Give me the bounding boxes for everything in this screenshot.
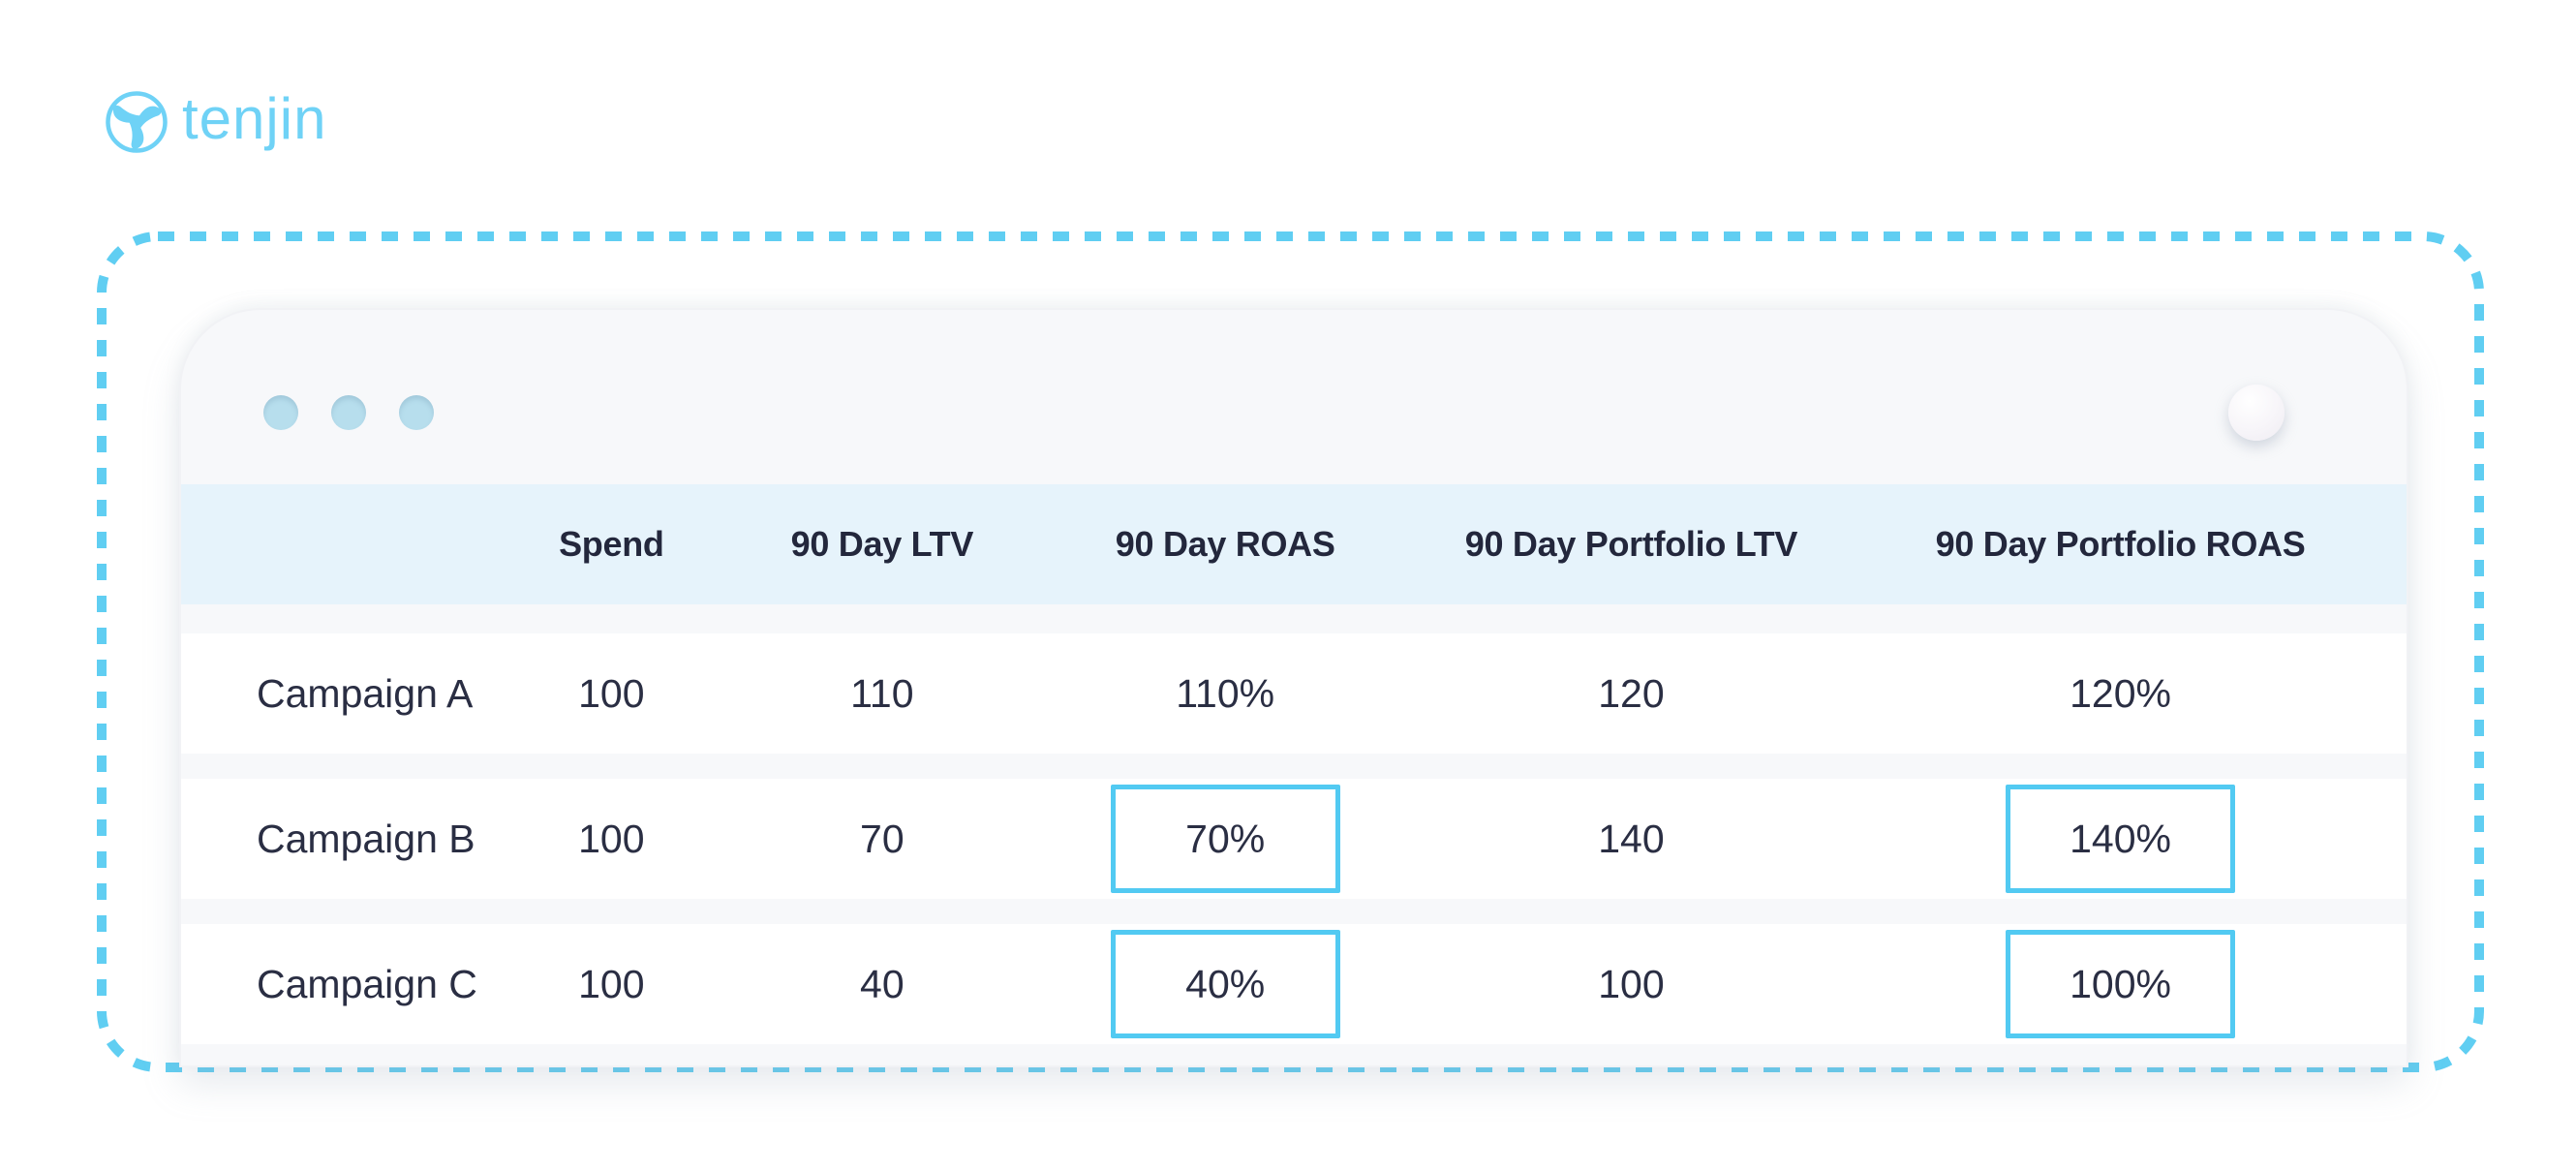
cell-roas-value: 70% — [1185, 816, 1266, 861]
header-portfolio-ltv: 90 Day Portfolio LTV — [1464, 524, 1798, 564]
cell-roas-value: 40% — [1185, 961, 1266, 1006]
highlight-box: 70% — [1110, 785, 1340, 893]
cell-portfolio-ltv: 100 — [1598, 961, 1665, 1006]
window-dot-icon[interactable] — [399, 395, 434, 430]
cell-ltv: 110 — [850, 670, 914, 716]
cell-portfolio-roas-value: 100% — [2070, 961, 2171, 1006]
header-90day-roas: 90 Day ROAS — [1115, 524, 1335, 564]
cell-spend: 100 — [578, 670, 645, 716]
browser-window: Spend 90 Day LTV 90 Day ROAS 90 Day Port… — [179, 308, 2408, 1067]
header-portfolio-roas: 90 Day Portfolio ROAS — [1935, 524, 2306, 564]
highlight-box: 100% — [2006, 930, 2236, 1038]
cell-portfolio-roas: 120% — [2070, 670, 2171, 716]
header-campaign — [181, 484, 481, 604]
cell-portfolio-roas: 100% — [1834, 924, 2407, 1044]
cell-portfolio-roas-value: 140% — [2070, 816, 2171, 861]
tenjin-mark-icon — [106, 91, 168, 153]
cell-campaign-name: Campaign B — [257, 816, 475, 861]
cell-ltv: 40 — [860, 961, 905, 1006]
window-titlebar — [181, 310, 2407, 484]
tenjin-logo-text: tenjin — [182, 86, 327, 151]
table-row: Campaign B 100 70 70% 140 140% — [181, 779, 2407, 899]
table-row: Campaign A 100 110 110% 120 120% — [181, 633, 2407, 754]
cell-roas: 110% — [1176, 670, 1275, 716]
cell-campaign-name: Campaign A — [257, 670, 474, 716]
cell-roas: 70% — [1023, 779, 1428, 899]
table-header-row: Spend 90 Day LTV 90 Day ROAS 90 Day Port… — [181, 484, 2407, 604]
cell-roas: 40% — [1023, 924, 1428, 1044]
cell-portfolio-ltv: 120 — [1598, 670, 1665, 716]
window-controls — [263, 395, 434, 430]
highlight-box: 40% — [1110, 930, 1340, 1038]
header-90day-ltv: 90 Day LTV — [790, 524, 974, 564]
window-dot-icon[interactable] — [331, 395, 366, 430]
dashed-frame — [97, 231, 2484, 1072]
cell-spend: 100 — [578, 961, 645, 1006]
cell-spend: 100 — [578, 816, 645, 861]
highlight-box: 140% — [2006, 785, 2236, 893]
tenjin-logo: tenjin — [103, 85, 326, 159]
cell-ltv: 70 — [860, 816, 905, 861]
window-dot-icon[interactable] — [263, 395, 298, 430]
cell-campaign-name: Campaign C — [257, 961, 477, 1006]
cell-portfolio-roas: 140% — [1834, 779, 2407, 899]
window-knob-button[interactable] — [2228, 385, 2285, 441]
header-spend: Spend — [559, 524, 664, 564]
cell-portfolio-ltv: 140 — [1598, 816, 1665, 861]
table-row: Campaign C 100 40 40% 100 100% — [181, 924, 2407, 1044]
